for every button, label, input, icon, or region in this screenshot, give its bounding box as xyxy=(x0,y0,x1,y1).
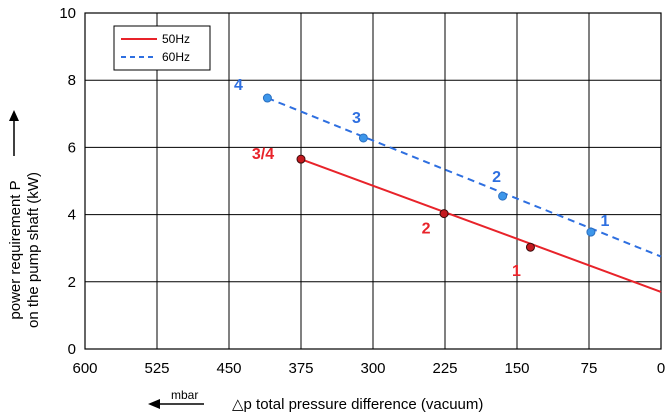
grid xyxy=(84,12,662,350)
x-tick-label: 600 xyxy=(72,360,97,377)
data-point-50hz xyxy=(525,242,535,252)
y-axis-label-line1: power requirement P xyxy=(7,180,24,319)
y-axis-arrow-head xyxy=(9,110,19,121)
y-axis-label: power requirement P on the pump shaft (k… xyxy=(7,110,42,328)
data-point-60hz xyxy=(358,133,368,143)
series-line-50hz xyxy=(300,158,662,293)
y-tick-label: 10 xyxy=(59,5,76,22)
x-tick-label: 150 xyxy=(504,360,529,377)
point-label-60hz: 2 xyxy=(492,169,501,186)
x-axis-arrow-head xyxy=(148,399,160,409)
data-point-60hz xyxy=(586,227,596,237)
y-tick-label: 8 xyxy=(68,72,76,89)
y-tick-label: 2 xyxy=(68,274,76,291)
y-tick-label: 6 xyxy=(68,139,76,156)
point-label-50hz: 1 xyxy=(512,263,521,280)
x-tick-label: 225 xyxy=(432,360,457,377)
x-axis-unit: mbar xyxy=(171,388,198,402)
series-layer: 3/4 2 1 4 3 2 1 xyxy=(234,77,662,293)
y-tick-label: 0 xyxy=(68,341,76,358)
x-tick-label: 375 xyxy=(288,360,313,377)
data-point-50hz xyxy=(296,154,306,164)
data-point-60hz xyxy=(498,191,508,201)
x-tick-label: 0 xyxy=(657,360,665,377)
x-axis-title: △p total pressure difference (vacuum) xyxy=(232,396,483,413)
legend: 50Hz 60Hz xyxy=(113,25,211,71)
data-point-60hz xyxy=(262,93,272,103)
x-tick-label: 75 xyxy=(581,360,598,377)
point-label-50hz: 2 xyxy=(422,221,431,238)
legend-label-50hz: 50Hz xyxy=(162,32,190,46)
y-tick-label: 4 xyxy=(68,207,76,224)
legend-label-60hz: 60Hz xyxy=(162,50,190,64)
plot-frame xyxy=(84,12,662,350)
x-tick-label: 525 xyxy=(144,360,169,377)
point-label-50hz: 3/4 xyxy=(252,146,274,163)
x-tick-label: 450 xyxy=(216,360,241,377)
point-label-60hz: 3 xyxy=(352,110,361,127)
x-tick-label: 300 xyxy=(360,360,385,377)
y-axis-label-line2: on the pump shaft (kW) xyxy=(25,172,42,328)
x-axis-label: mbar △p total pressure difference (vacuu… xyxy=(148,388,483,413)
legend-box xyxy=(113,25,211,71)
series-line-60hz xyxy=(267,97,662,258)
point-label-60hz: 4 xyxy=(234,77,243,94)
tick-labels: 600 525 450 375 300 225 150 75 0 0 2 4 6 8 10 xyxy=(59,5,665,377)
data-point-50hz xyxy=(439,209,449,219)
point-label-60hz: 1 xyxy=(600,213,609,230)
